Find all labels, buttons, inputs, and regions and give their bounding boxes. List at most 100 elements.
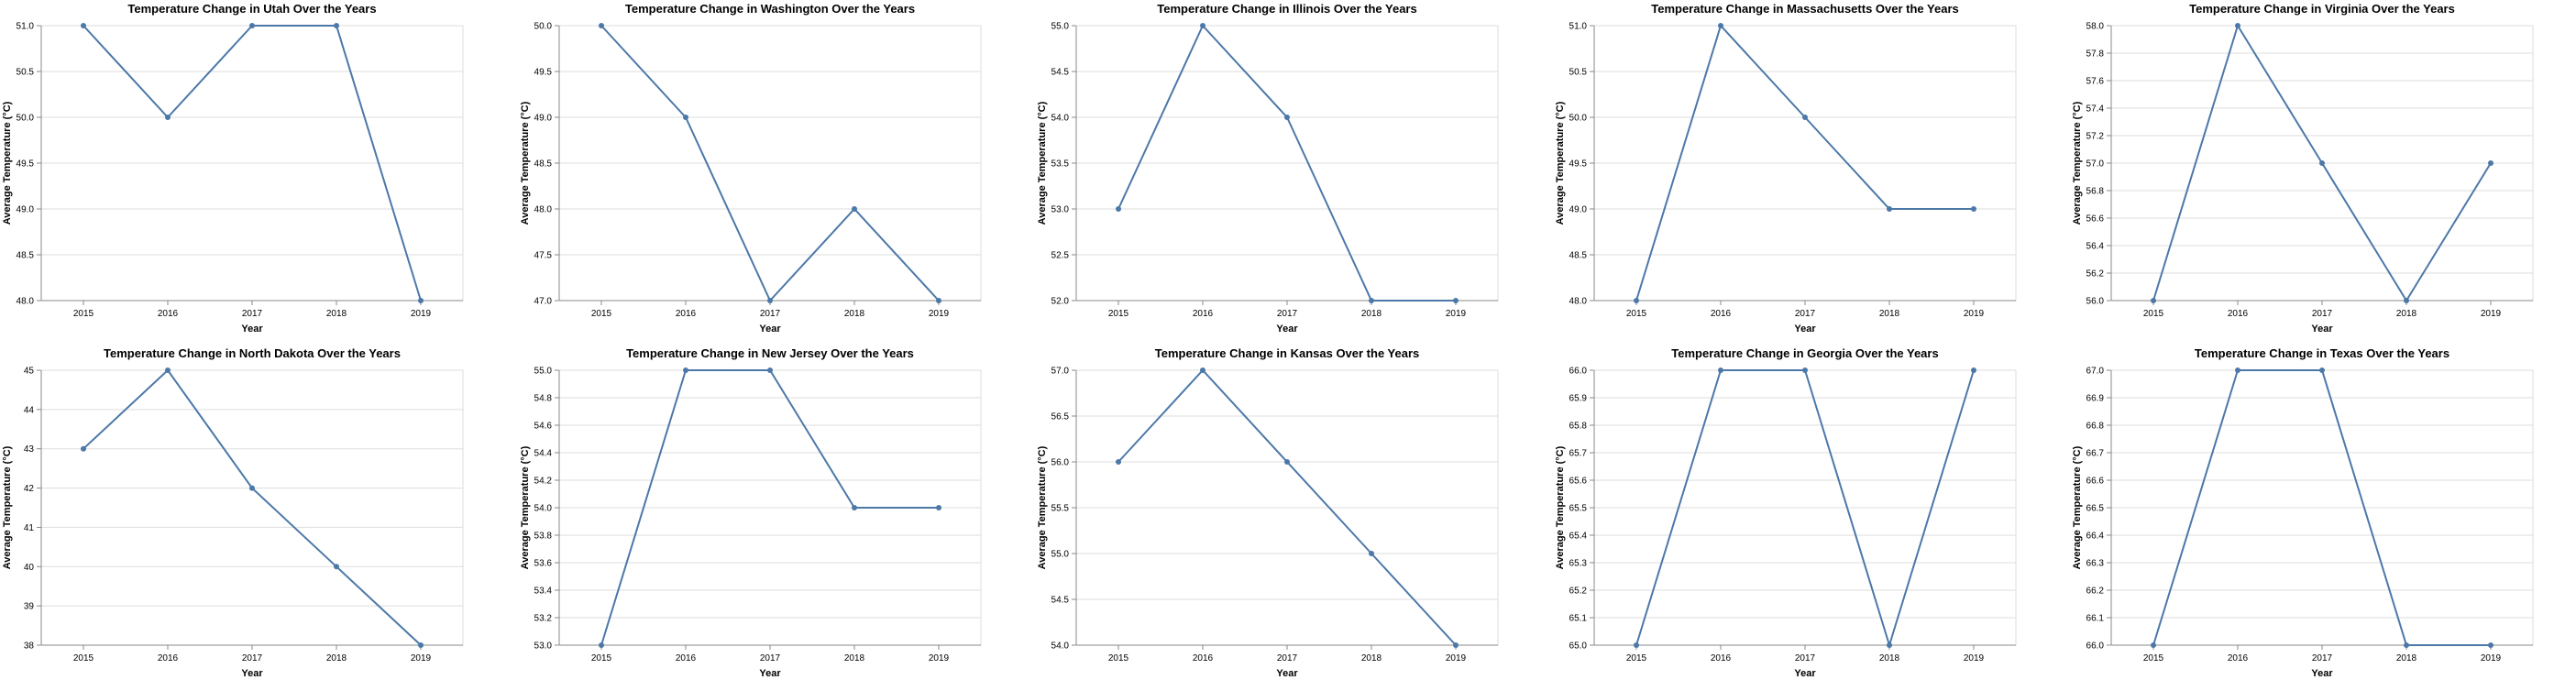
y-tick-label: 65.4 bbox=[1569, 532, 1588, 542]
data-point bbox=[1200, 367, 1205, 373]
x-tick-label: 2019 bbox=[2481, 653, 2502, 664]
y-tick-label: 50.0 bbox=[1569, 114, 1588, 124]
y-tick-label: 66.5 bbox=[2086, 504, 2105, 514]
x-tick-label: 2015 bbox=[2143, 653, 2164, 664]
data-point bbox=[1116, 206, 1121, 212]
x-tick-label: 2018 bbox=[844, 653, 865, 664]
y-tick-label: 51.0 bbox=[17, 22, 35, 32]
y-axis-title: Average Temperature (°C) bbox=[520, 101, 531, 225]
chart-kansas: 54.0 54.5 55.0 55.5 56.0 56.5 57.0 2015 2016 2017… bbox=[1037, 346, 1499, 679]
y-tick-label: 48.0 bbox=[1569, 297, 1588, 307]
x-tick-label: 2018 bbox=[1361, 309, 1382, 319]
y-tick-label: 65.5 bbox=[1569, 504, 1588, 514]
y-tick-label: 65.7 bbox=[1569, 449, 1588, 459]
x-tick-label: 2019 bbox=[1446, 309, 1467, 319]
x-tick-label: 2016 bbox=[676, 309, 697, 319]
x-tick-label: 2019 bbox=[1446, 653, 1467, 664]
x-tick-label: 2019 bbox=[1964, 653, 1985, 664]
y-tick-label: 52.5 bbox=[1051, 251, 1070, 261]
x-tick-label: 2019 bbox=[929, 309, 950, 319]
chart-new-jersey: 53.0 53.2 53.4 53.6 53.8 54.0 54.2 54.4 54.6 54.8… bbox=[520, 346, 982, 679]
y-tick-label: 54.2 bbox=[534, 477, 553, 487]
y-tick-label: 66.9 bbox=[2086, 394, 2105, 404]
y-tick-label: 66.0 bbox=[2086, 642, 2105, 652]
y-tick-label: 49.0 bbox=[17, 205, 35, 215]
data-point bbox=[1453, 642, 1459, 648]
data-point bbox=[599, 642, 604, 648]
y-tick-label: 65.0 bbox=[1569, 642, 1588, 652]
chart-washington: 47.0 47.5 48.0 48.5 49.0 49.5 50.0 2015 2016 2017… bbox=[520, 2, 982, 335]
x-tick-label: 2017 bbox=[2312, 653, 2333, 664]
y-axis-title: Average Temperature (°C) bbox=[2, 101, 13, 225]
chart-title: Temperature Change in Illinois Over the … bbox=[1157, 2, 1416, 16]
x-axis-title: Year bbox=[241, 668, 263, 679]
y-tick-label: 53.0 bbox=[534, 642, 553, 652]
x-tick-label: 2018 bbox=[2396, 653, 2417, 664]
x-tick-label: 2018 bbox=[1879, 653, 1900, 664]
x-tick-label: 2018 bbox=[2396, 309, 2417, 319]
x-tick-label: 2019 bbox=[411, 653, 432, 664]
y-tick-label: 52.0 bbox=[1051, 297, 1070, 307]
data-point bbox=[418, 298, 424, 303]
y-tick-label: 54.0 bbox=[534, 504, 553, 514]
chart-title: Temperature Change in Utah Over the Year… bbox=[127, 2, 376, 16]
x-tick-label: 2018 bbox=[844, 309, 865, 319]
y-axis-title: Average Temperature (°C) bbox=[1037, 101, 1048, 225]
x-tick-label: 2016 bbox=[2228, 653, 2249, 664]
y-axis-title: Average Temperature (°C) bbox=[2, 445, 13, 569]
x-tick-label: 2016 bbox=[2228, 309, 2249, 319]
y-tick-label: 65.2 bbox=[1569, 587, 1588, 597]
chart-utah: 48.0 48.5 49.0 49.5 50.0 50.5 51.0 2015 2016 2017… bbox=[2, 2, 464, 335]
y-tick-label: 65.1 bbox=[1569, 614, 1588, 624]
y-tick-label: 65.6 bbox=[1569, 477, 1588, 487]
y-tick-label: 66.7 bbox=[2086, 449, 2105, 459]
x-tick-label: 2015 bbox=[1108, 653, 1129, 664]
data-point bbox=[334, 564, 339, 570]
y-tick-label: 49.0 bbox=[1569, 205, 1588, 215]
x-axis-title: Year bbox=[2311, 668, 2333, 679]
y-tick-label: 39 bbox=[24, 602, 35, 612]
data-point bbox=[1369, 551, 1374, 556]
data-point bbox=[2151, 298, 2156, 303]
data-point bbox=[1718, 23, 1723, 28]
data-point bbox=[2319, 160, 2325, 166]
y-axis-title: Average Temperature (°C) bbox=[2072, 101, 2083, 225]
data-point bbox=[683, 115, 688, 120]
y-tick-label: 54.8 bbox=[534, 394, 553, 404]
x-tick-label: 2019 bbox=[929, 653, 950, 664]
x-axis-title: Year bbox=[759, 668, 781, 679]
x-tick-label: 2015 bbox=[1626, 653, 1647, 664]
x-tick-label: 2015 bbox=[2143, 309, 2164, 319]
y-tick-label: 66.1 bbox=[2086, 614, 2105, 624]
x-axis-title: Year bbox=[1276, 324, 1298, 335]
data-point bbox=[165, 115, 171, 120]
data-point bbox=[81, 23, 86, 28]
x-tick-label: 2018 bbox=[326, 653, 347, 664]
data-point bbox=[1116, 459, 1121, 465]
data-point bbox=[1453, 298, 1459, 303]
data-point bbox=[2235, 23, 2240, 28]
y-tick-label: 55.0 bbox=[1051, 550, 1070, 560]
y-tick-label: 44 bbox=[24, 405, 35, 415]
y-tick-label: 41 bbox=[24, 523, 35, 533]
x-axis-title: Year bbox=[759, 324, 781, 335]
x-tick-label: 2017 bbox=[760, 653, 781, 664]
x-tick-label: 2016 bbox=[1711, 309, 1732, 319]
x-tick-label: 2017 bbox=[2312, 309, 2333, 319]
data-point bbox=[249, 485, 255, 491]
y-tick-label: 47.0 bbox=[534, 297, 553, 307]
data-point bbox=[1284, 459, 1290, 465]
y-tick-label: 49.5 bbox=[534, 68, 553, 78]
y-tick-label: 54.0 bbox=[1051, 642, 1070, 652]
y-tick-label: 57.2 bbox=[2086, 132, 2105, 142]
x-tick-label: 2016 bbox=[158, 653, 179, 664]
data-point bbox=[2235, 367, 2240, 373]
data-point bbox=[767, 367, 773, 373]
y-tick-label: 50.0 bbox=[17, 114, 35, 124]
y-tick-label: 56.0 bbox=[2086, 297, 2105, 307]
x-tick-label: 2015 bbox=[1108, 309, 1129, 319]
x-tick-label: 2016 bbox=[1193, 309, 1214, 319]
data-point bbox=[165, 367, 171, 373]
y-tick-label: 53.2 bbox=[534, 614, 553, 624]
y-tick-label: 42 bbox=[24, 484, 35, 494]
